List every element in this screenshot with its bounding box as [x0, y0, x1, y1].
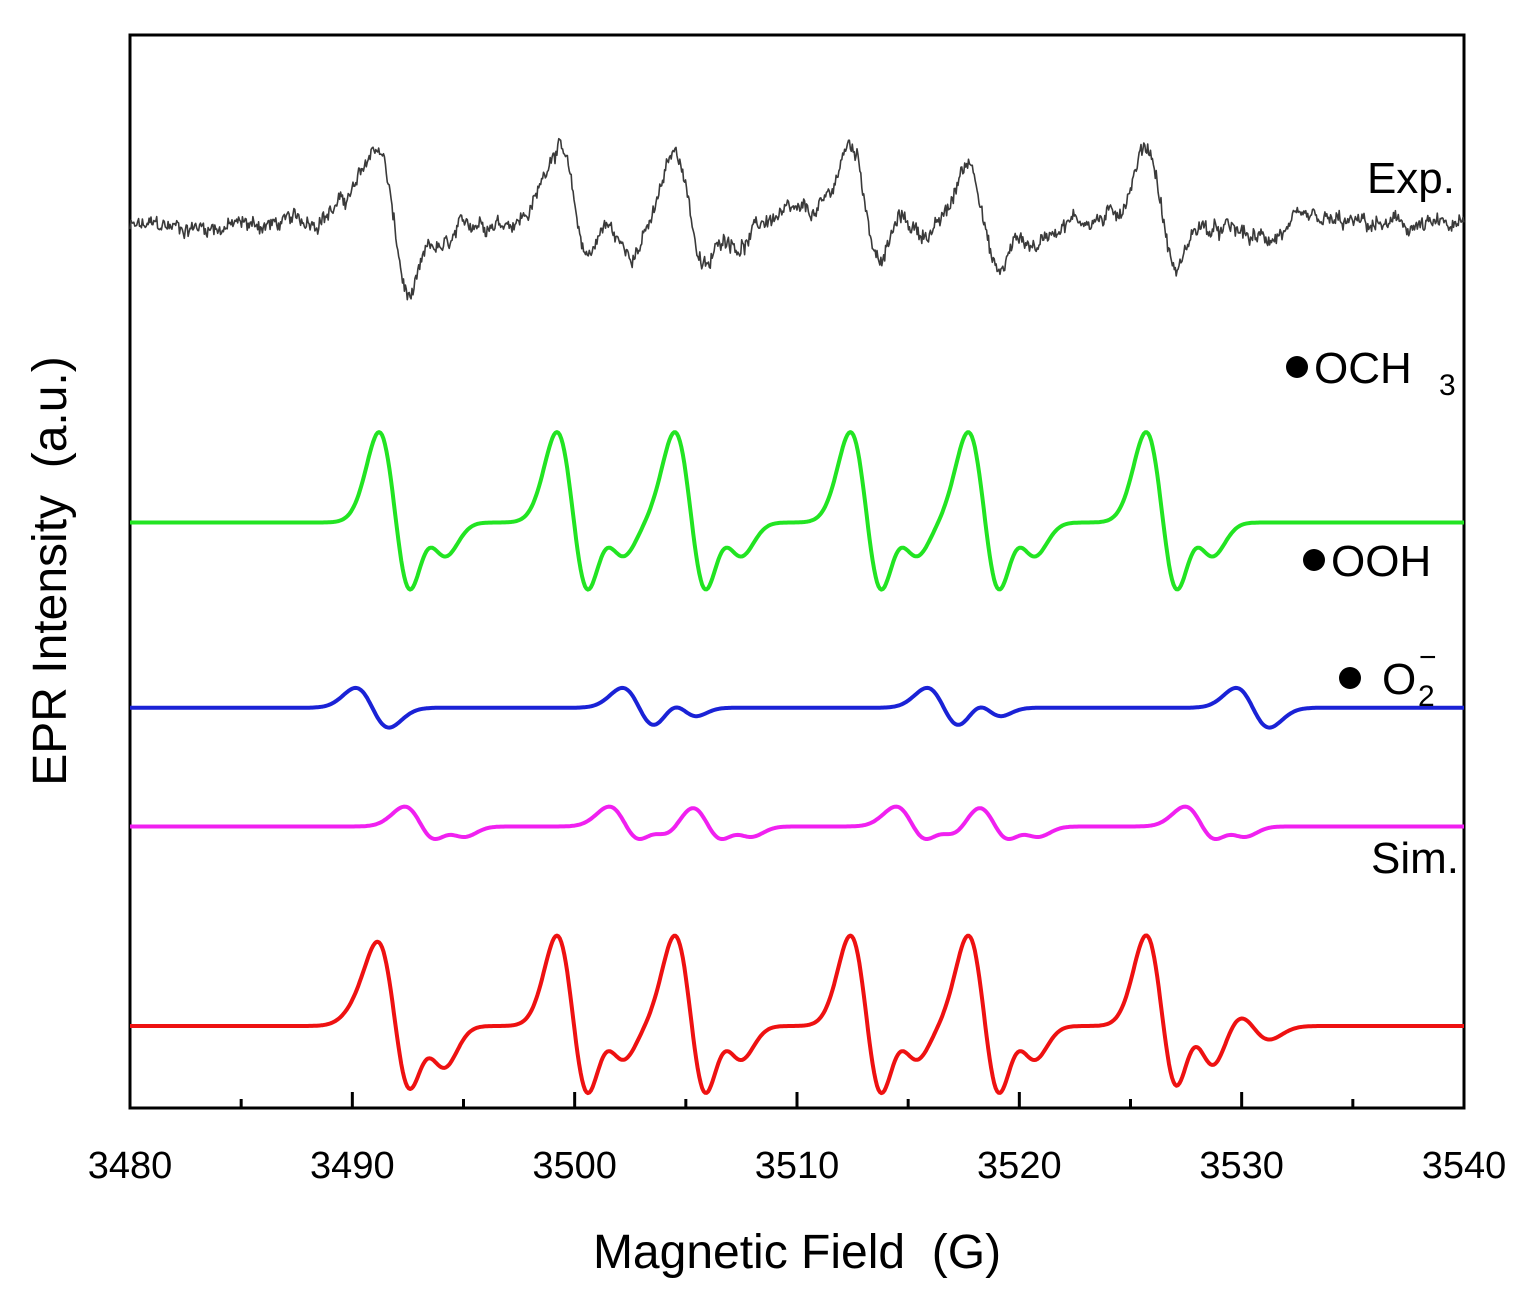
x-tick-label: 3500 [532, 1145, 617, 1187]
label-sim: Sim. [1371, 834, 1459, 883]
x-axis-ticks [128, 1092, 1466, 1108]
trace-ooh [129, 685, 1465, 730]
label-o2-superscript: − [1419, 641, 1437, 674]
label-ooh: OOH [1331, 537, 1431, 586]
label-exp: Exp. [1367, 154, 1455, 203]
y-axis-title: EPR Intensity (a.u.) [24, 356, 77, 786]
label-och3-dot [1286, 356, 1308, 378]
x-axis-tick-labels: 3480 3490 3500 3510 3520 3530 3540 [88, 1145, 1507, 1187]
x-tick-label: 3530 [1199, 1145, 1284, 1187]
trace-exp [129, 137, 1465, 301]
label-och3: OCH [1314, 344, 1412, 393]
label-och3-subscript: 3 [1439, 369, 1456, 402]
x-tick-label: 3510 [755, 1145, 840, 1187]
x-axis-title: Magnetic Field (G) [593, 1226, 1001, 1279]
spectra-traces [129, 137, 1465, 1096]
label-ooh-dot [1303, 549, 1325, 571]
trace-och3 [129, 430, 1465, 592]
label-o2: O [1382, 655, 1416, 704]
trace-sim [129, 933, 1465, 1096]
label-o2-subscript: 2 [1418, 680, 1435, 713]
series-labels: Exp. OCH 3 OOH O 2 − Sim. [1286, 154, 1459, 883]
label-o2-dot [1339, 667, 1361, 689]
x-tick-label: 3490 [310, 1145, 395, 1187]
plot-frame [128, 33, 1466, 1110]
x-tick-label: 3520 [977, 1145, 1062, 1187]
trace-o2 [129, 804, 1465, 841]
x-tick-label: 3540 [1422, 1145, 1507, 1187]
x-tick-label: 3480 [88, 1145, 173, 1187]
